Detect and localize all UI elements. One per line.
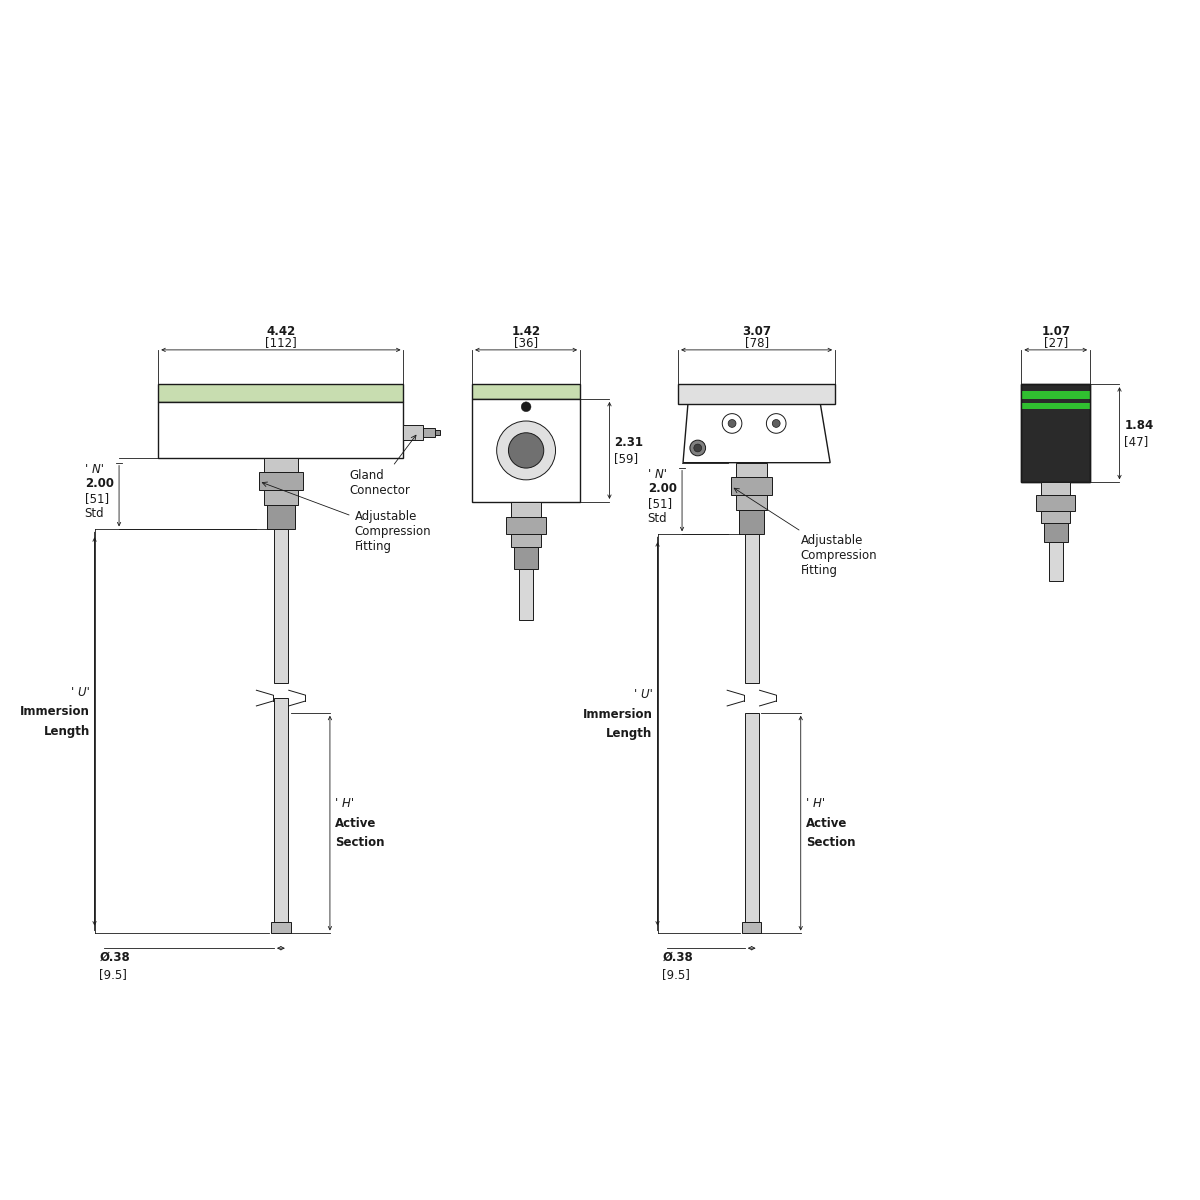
Text: Immersion: Immersion [583,708,653,721]
Circle shape [773,420,780,427]
Bar [511,502,541,517]
Bar [1042,511,1070,522]
Bar [158,384,403,402]
Text: [51]: [51] [85,492,109,505]
Bar [1042,482,1070,496]
Text: ' N': ' N' [648,468,667,480]
Text: Section: Section [335,836,384,850]
Text: 2.00: 2.00 [648,482,677,496]
Text: 3.07: 3.07 [742,325,772,338]
Text: Gland
Connector: Gland Connector [349,436,416,497]
Text: Ø.38: Ø.38 [100,952,130,964]
Bar [515,547,538,569]
Text: Immersion: Immersion [19,706,90,719]
Text: [36]: [36] [514,336,538,349]
Text: 1.42: 1.42 [511,325,541,338]
Text: Adjustable
Compression
Fitting: Adjustable Compression Fitting [263,482,431,553]
Bar [1049,542,1063,581]
Text: ' U': ' U' [634,688,653,701]
Bar [742,922,762,934]
Bar [259,473,302,490]
Bar [424,428,434,437]
Bar [472,384,580,398]
Text: Std: Std [85,506,104,520]
Text: 2.31: 2.31 [614,436,643,449]
Text: Section: Section [805,836,856,850]
Circle shape [509,433,544,468]
Bar [1036,496,1075,511]
Text: ' H': ' H' [805,797,824,810]
Text: ' U': ' U' [71,685,90,698]
Bar [264,490,298,505]
Bar [1021,391,1090,398]
Text: Length: Length [43,725,90,738]
Circle shape [722,414,742,433]
Bar [511,534,541,547]
Bar [1021,403,1090,409]
Text: ' N': ' N' [85,463,103,475]
Bar [264,457,298,473]
Text: [112]: [112] [265,336,296,349]
Text: Std: Std [648,511,667,524]
Text: [9.5]: [9.5] [662,968,690,980]
Bar [1021,384,1090,482]
Bar [520,569,533,619]
Bar [678,384,835,404]
Text: [78]: [78] [744,336,769,349]
Circle shape [690,440,706,456]
Text: Length: Length [606,727,653,740]
Text: 4.42: 4.42 [266,325,295,338]
Text: [47]: [47] [1124,434,1148,448]
Bar [434,430,439,434]
Text: Ø.38: Ø.38 [662,952,694,964]
Text: ' H': ' H' [335,797,354,810]
Circle shape [521,402,532,412]
Text: [51]: [51] [648,497,672,510]
Bar [266,505,295,529]
Text: [59]: [59] [614,451,638,464]
Bar [736,463,767,478]
Bar [403,425,424,439]
Bar [274,698,288,922]
Circle shape [694,444,702,452]
Bar [274,529,288,683]
Circle shape [497,421,556,480]
Bar [506,517,546,534]
Text: Active: Active [805,817,847,829]
Text: Active: Active [335,817,377,829]
Bar [739,510,764,534]
Bar [271,922,290,934]
Bar [745,713,758,922]
Bar [158,402,403,457]
Bar [736,496,767,510]
Bar [1044,522,1068,542]
Text: 2.00: 2.00 [85,478,114,491]
Bar [472,398,580,502]
Text: [27]: [27] [1044,336,1068,349]
Text: 1.07: 1.07 [1042,325,1070,338]
Circle shape [728,420,736,427]
Text: [9.5]: [9.5] [100,968,127,980]
Text: Adjustable
Compression
Fitting: Adjustable Compression Fitting [734,488,877,577]
Polygon shape [683,404,830,463]
Bar [1021,384,1090,482]
Text: 1.84: 1.84 [1124,419,1153,432]
Bar [745,534,758,683]
Circle shape [767,414,786,433]
Bar [731,478,773,496]
